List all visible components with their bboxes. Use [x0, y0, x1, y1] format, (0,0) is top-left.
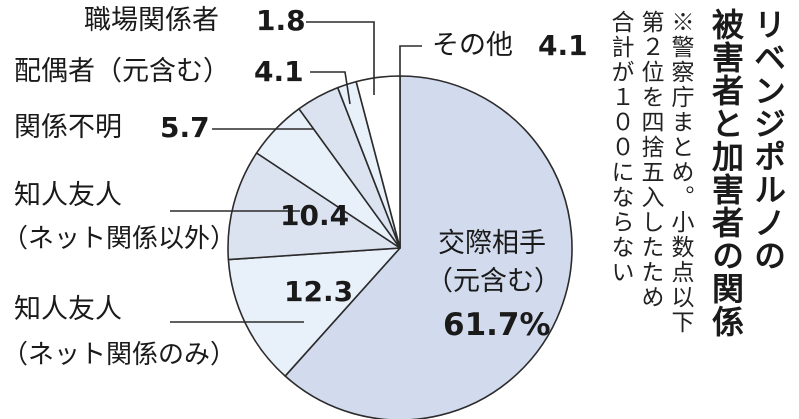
- leader-line-work: [306, 21, 375, 95]
- leader-line-other: [399, 45, 422, 76]
- leader-line-spouse: [310, 71, 351, 105]
- label-spouse-name: 配偶者（元含む）: [14, 56, 230, 87]
- chart-note-line1: ※警察庁まとめ。小数点以下: [667, 10, 693, 335]
- leader-lines: [170, 21, 422, 323]
- label-unknown-name: 関係不明: [14, 112, 122, 143]
- chart-title-line1: リベンジポルノの: [749, 8, 787, 272]
- label-unknown-value: 5.7: [160, 111, 210, 144]
- label-work-name: 職場関係者: [84, 5, 219, 36]
- slice-dating-partner: [284, 75, 573, 419]
- label-online-line1: 知人友人: [14, 294, 122, 325]
- label-online-line2: （ネット関係のみ）: [2, 340, 237, 370]
- label-other-value: 4.1: [538, 29, 588, 62]
- chart-note-line3: 合計が１００にならない: [607, 10, 633, 285]
- slice-online-acquaintance: [227, 247, 401, 377]
- label-offline-line2: （ネット関係以外）: [2, 224, 237, 254]
- slice-label-main-line1: 交際相手: [438, 228, 546, 259]
- label-offline-line1: 知人友人: [14, 180, 122, 211]
- slice-value-main: 61.7%: [443, 307, 551, 343]
- chart-note-line2: 第２位を四捨五入したため: [637, 10, 663, 310]
- slice-offline-acquaintance: [227, 152, 401, 261]
- slice-value-online: 12.3: [284, 275, 354, 308]
- label-other-name: その他: [432, 30, 513, 61]
- chart-title-line2: 被害者と加害者の関係: [707, 8, 745, 338]
- slice-label-main-line2: （元含む）: [426, 266, 561, 297]
- slice-value-offline: 10.4: [280, 199, 350, 232]
- label-spouse-value: 4.1: [254, 55, 304, 88]
- label-work-value: 1.8: [256, 4, 306, 37]
